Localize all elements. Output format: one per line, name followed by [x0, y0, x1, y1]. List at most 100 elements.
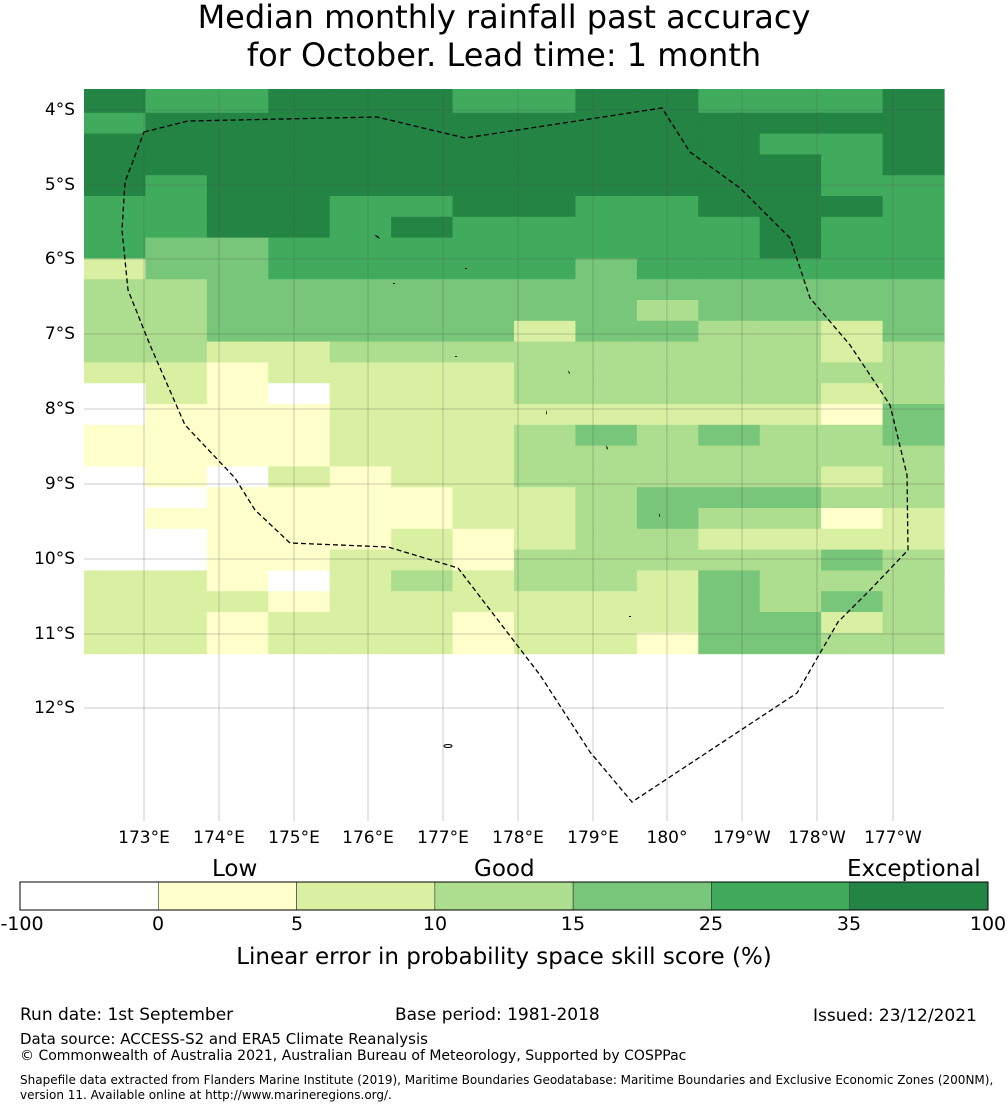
skill-grid-cell	[698, 279, 761, 301]
skill-grid-cell	[514, 320, 577, 343]
lat-label-5s: 5°S	[44, 175, 75, 195]
skill-grid-cell	[391, 612, 454, 634]
skill-grid-cell	[391, 112, 454, 135]
skill-grid-cell	[882, 383, 945, 405]
skill-grid-cell	[882, 466, 945, 488]
skill-grid-cell	[698, 175, 761, 197]
skill-grid-cell	[206, 466, 269, 488]
skill-grid-cell	[268, 612, 331, 634]
skill-grid-cell	[391, 341, 454, 363]
skill-grid-cell	[206, 89, 269, 114]
skill-grid-cell	[84, 383, 147, 405]
skill-grid-cell	[636, 466, 699, 488]
skill-grid-cell	[268, 570, 331, 592]
skill-grid-cell	[514, 89, 577, 114]
skill-grid-cell	[84, 196, 147, 218]
skill-grid-cell	[391, 216, 454, 239]
skill-grid-cell	[759, 133, 822, 155]
skill-grid-cell	[575, 612, 638, 634]
skill-grid-cell	[206, 320, 269, 343]
skill-grid-cell	[145, 133, 208, 155]
skill-grid-cell	[514, 175, 577, 197]
skill-grid-cell	[759, 612, 822, 634]
skill-grid-cell	[268, 445, 331, 467]
skill-grid-cell	[882, 175, 945, 197]
skill-grid-cell	[145, 424, 208, 447]
skill-grid-cell	[698, 445, 761, 467]
skill-grid-cell	[329, 632, 392, 655]
skill-grid-cell	[268, 89, 331, 114]
skill-grid-cell	[882, 133, 945, 155]
skill-grid-cell	[882, 612, 945, 634]
skill-grid-cell	[391, 487, 454, 509]
skill-grid-cell	[206, 570, 269, 592]
colorbar-segment	[434, 881, 574, 911]
lat-label-7s: 7°S	[44, 324, 75, 344]
skill-grid-cell	[268, 549, 331, 571]
colorbar-segment	[296, 881, 436, 911]
lon-label-179w: 179°W	[713, 828, 771, 848]
skill-grid-cell	[145, 612, 208, 634]
lon-label-179e: 179°E	[567, 828, 619, 848]
skill-grid-cell	[636, 320, 699, 343]
skill-grid-cell	[452, 528, 515, 551]
skill-grid-cell	[575, 216, 638, 239]
map-title-line-1: Median monthly rainfall past accuracy	[197, 0, 811, 36]
skill-grid-cell	[329, 112, 392, 135]
skill-grid-cell	[882, 528, 945, 551]
skill-grid-cell	[514, 196, 577, 218]
skill-grid-cell	[268, 216, 331, 239]
colorbar-category-good: Good	[474, 856, 535, 882]
skill-grid-cell	[514, 424, 577, 447]
skill-grid-cell	[821, 445, 884, 467]
skill-grid-cell	[882, 279, 945, 301]
skill-grid-cell	[329, 216, 392, 239]
colorbar-segment	[157, 881, 297, 911]
skill-grid-cell	[84, 133, 147, 155]
skill-grid-cell	[575, 196, 638, 218]
skill-grid-cell	[759, 341, 822, 363]
skill-grid-cell	[882, 445, 945, 467]
skill-grid-cell	[821, 466, 884, 488]
island	[443, 744, 453, 748]
skill-grid-cell	[268, 508, 331, 530]
skill-grid-cell	[84, 612, 147, 634]
island	[568, 370, 570, 374]
skill-grid-cell	[206, 424, 269, 447]
skill-grid-cell	[514, 300, 577, 322]
skill-grid-cell	[575, 549, 638, 571]
lon-label-177e: 177°E	[417, 828, 469, 848]
skill-grid-cell	[821, 216, 884, 239]
skill-grid-cell	[145, 362, 208, 384]
skill-grid-cell	[145, 445, 208, 467]
colorbar-outline	[19, 881, 989, 911]
skill-grid-cell	[145, 237, 208, 259]
skill-grid-cell	[882, 216, 945, 239]
skill-grid-cell	[84, 279, 147, 301]
skill-grid-cell	[698, 487, 761, 509]
copyright: © Commonwealth of Australia 2021, Austra…	[20, 1048, 687, 1064]
skill-grid-cell	[84, 632, 147, 655]
skill-grid-cell	[391, 528, 454, 551]
skill-grid-cell	[575, 404, 638, 426]
skill-grid-cell	[821, 258, 884, 280]
skill-grid-cell	[821, 300, 884, 322]
skill-grid-cell	[84, 362, 147, 384]
skill-grid-cell	[759, 591, 822, 613]
skill-grid-cell	[636, 549, 699, 571]
skill-grid-cell	[145, 300, 208, 322]
skill-grid-cell	[329, 237, 392, 259]
lat-label-6s: 6°S	[44, 249, 75, 269]
skill-grid-cell	[759, 89, 822, 114]
skill-grid-cell	[759, 175, 822, 197]
skill-grid-cell	[882, 258, 945, 280]
skill-grid-cell	[452, 175, 515, 197]
run-date: Run date: 1st September	[20, 1005, 234, 1025]
skill-grid-cell	[882, 632, 945, 655]
skill-grid-cell	[821, 175, 884, 197]
skill-grid-cell	[452, 112, 515, 135]
skill-grid-cell	[514, 487, 577, 509]
skill-grid-cell	[452, 508, 515, 530]
skill-grid-cell	[329, 320, 392, 343]
skill-grid-cell	[514, 237, 577, 259]
